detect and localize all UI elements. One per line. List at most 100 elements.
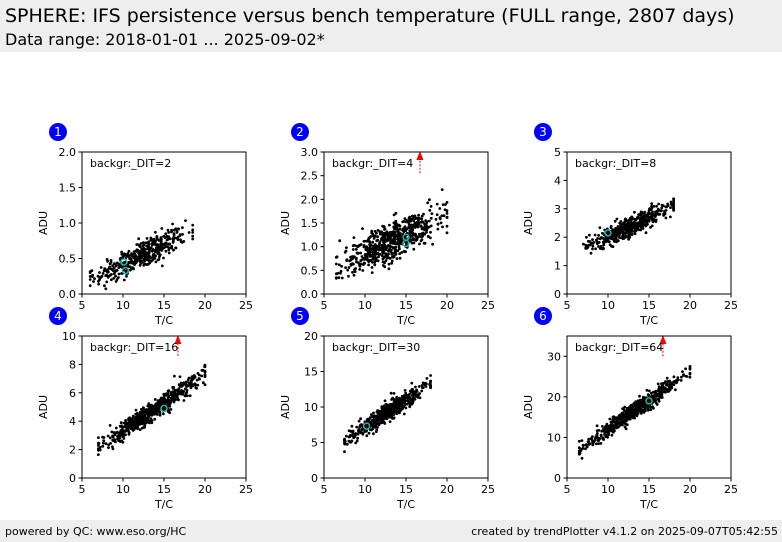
data-point [412, 247, 416, 251]
data-point [427, 225, 431, 229]
data-point [392, 221, 396, 225]
data-point [675, 381, 678, 384]
data-point [601, 236, 604, 240]
data-point [607, 433, 610, 437]
data-point [112, 266, 116, 270]
data-point [663, 209, 666, 213]
data-point [435, 213, 439, 217]
data-point [377, 255, 380, 259]
data-point [197, 373, 201, 377]
data-point [410, 381, 414, 385]
reference-point [120, 258, 128, 266]
y-tick-label: 3 [554, 203, 561, 216]
data-point [88, 275, 92, 278]
data-point [670, 382, 673, 385]
panel-number-label: 3 [539, 125, 547, 139]
data-point [368, 255, 372, 258]
data-point [627, 416, 631, 420]
data-point [669, 200, 673, 204]
data-point [620, 414, 624, 418]
data-point [633, 413, 637, 417]
data-point [132, 256, 136, 260]
x-tick-label: 5 [321, 483, 328, 496]
data-point [392, 413, 396, 416]
data-point [436, 222, 440, 226]
data-point [633, 403, 637, 407]
data-point [369, 249, 372, 252]
data-point [125, 274, 128, 278]
data-point [367, 236, 371, 240]
data-point [372, 237, 376, 240]
data-point [370, 271, 374, 274]
data-point [123, 430, 127, 433]
data-point [444, 203, 447, 206]
data-point [399, 398, 403, 402]
data-point [151, 249, 154, 253]
data-point [106, 434, 110, 438]
data-point [636, 223, 639, 227]
data-point [649, 408, 653, 412]
data-point [658, 209, 661, 212]
data-point [380, 243, 384, 247]
data-point [110, 278, 113, 282]
data-point [367, 420, 371, 424]
panel-number-label: 1 [54, 125, 62, 139]
data-point [162, 412, 165, 416]
data-point [114, 280, 118, 283]
data-point [404, 406, 408, 410]
data-point [88, 271, 92, 274]
data-point [395, 397, 399, 401]
data-point [391, 252, 395, 255]
data-point [587, 437, 591, 441]
data-point [597, 429, 601, 432]
data-point [410, 223, 413, 227]
data-point [591, 247, 594, 251]
data-point [619, 223, 623, 226]
data-point [645, 220, 649, 224]
data-point [640, 399, 644, 402]
panel-label: backgr:_DIT=64 [575, 341, 663, 354]
data-point [411, 388, 414, 391]
reference-point [160, 404, 168, 413]
y-tick-label: 1.5 [59, 182, 77, 195]
data-point [619, 228, 623, 232]
data-point [411, 214, 414, 218]
data-point [162, 394, 166, 398]
x-tick-label: 10 [116, 299, 130, 312]
data-point [657, 399, 661, 403]
data-point [585, 445, 589, 449]
data-point [340, 264, 343, 268]
data-point [664, 205, 668, 209]
y-tick-label: 1.0 [301, 241, 319, 254]
data-point [140, 409, 144, 413]
data-point [105, 301, 108, 304]
panel-label: backgr:_DIT=2 [90, 157, 171, 170]
data-point [406, 397, 410, 401]
data-point [665, 376, 669, 380]
data-point [378, 409, 382, 413]
data-point [641, 404, 645, 407]
data-point [643, 402, 646, 405]
data-point [343, 450, 346, 454]
data-point [148, 255, 152, 259]
x-tick-label: 10 [601, 483, 615, 496]
data-point [408, 229, 412, 233]
data-point [580, 439, 584, 442]
data-point [587, 440, 591, 444]
data-point [168, 404, 172, 408]
data-point [648, 216, 651, 220]
y-tick-label: 0.0 [301, 288, 319, 301]
data-point [603, 433, 606, 436]
data-point [643, 217, 647, 220]
data-point [167, 251, 171, 255]
data-point [615, 419, 619, 423]
data-point [445, 209, 449, 213]
data-point [402, 220, 406, 223]
data-point [170, 230, 174, 233]
data-point [167, 235, 171, 239]
data-point [611, 430, 615, 434]
data-point [667, 387, 670, 391]
data-point [113, 433, 117, 437]
data-point [664, 387, 667, 390]
data-point [186, 394, 189, 398]
